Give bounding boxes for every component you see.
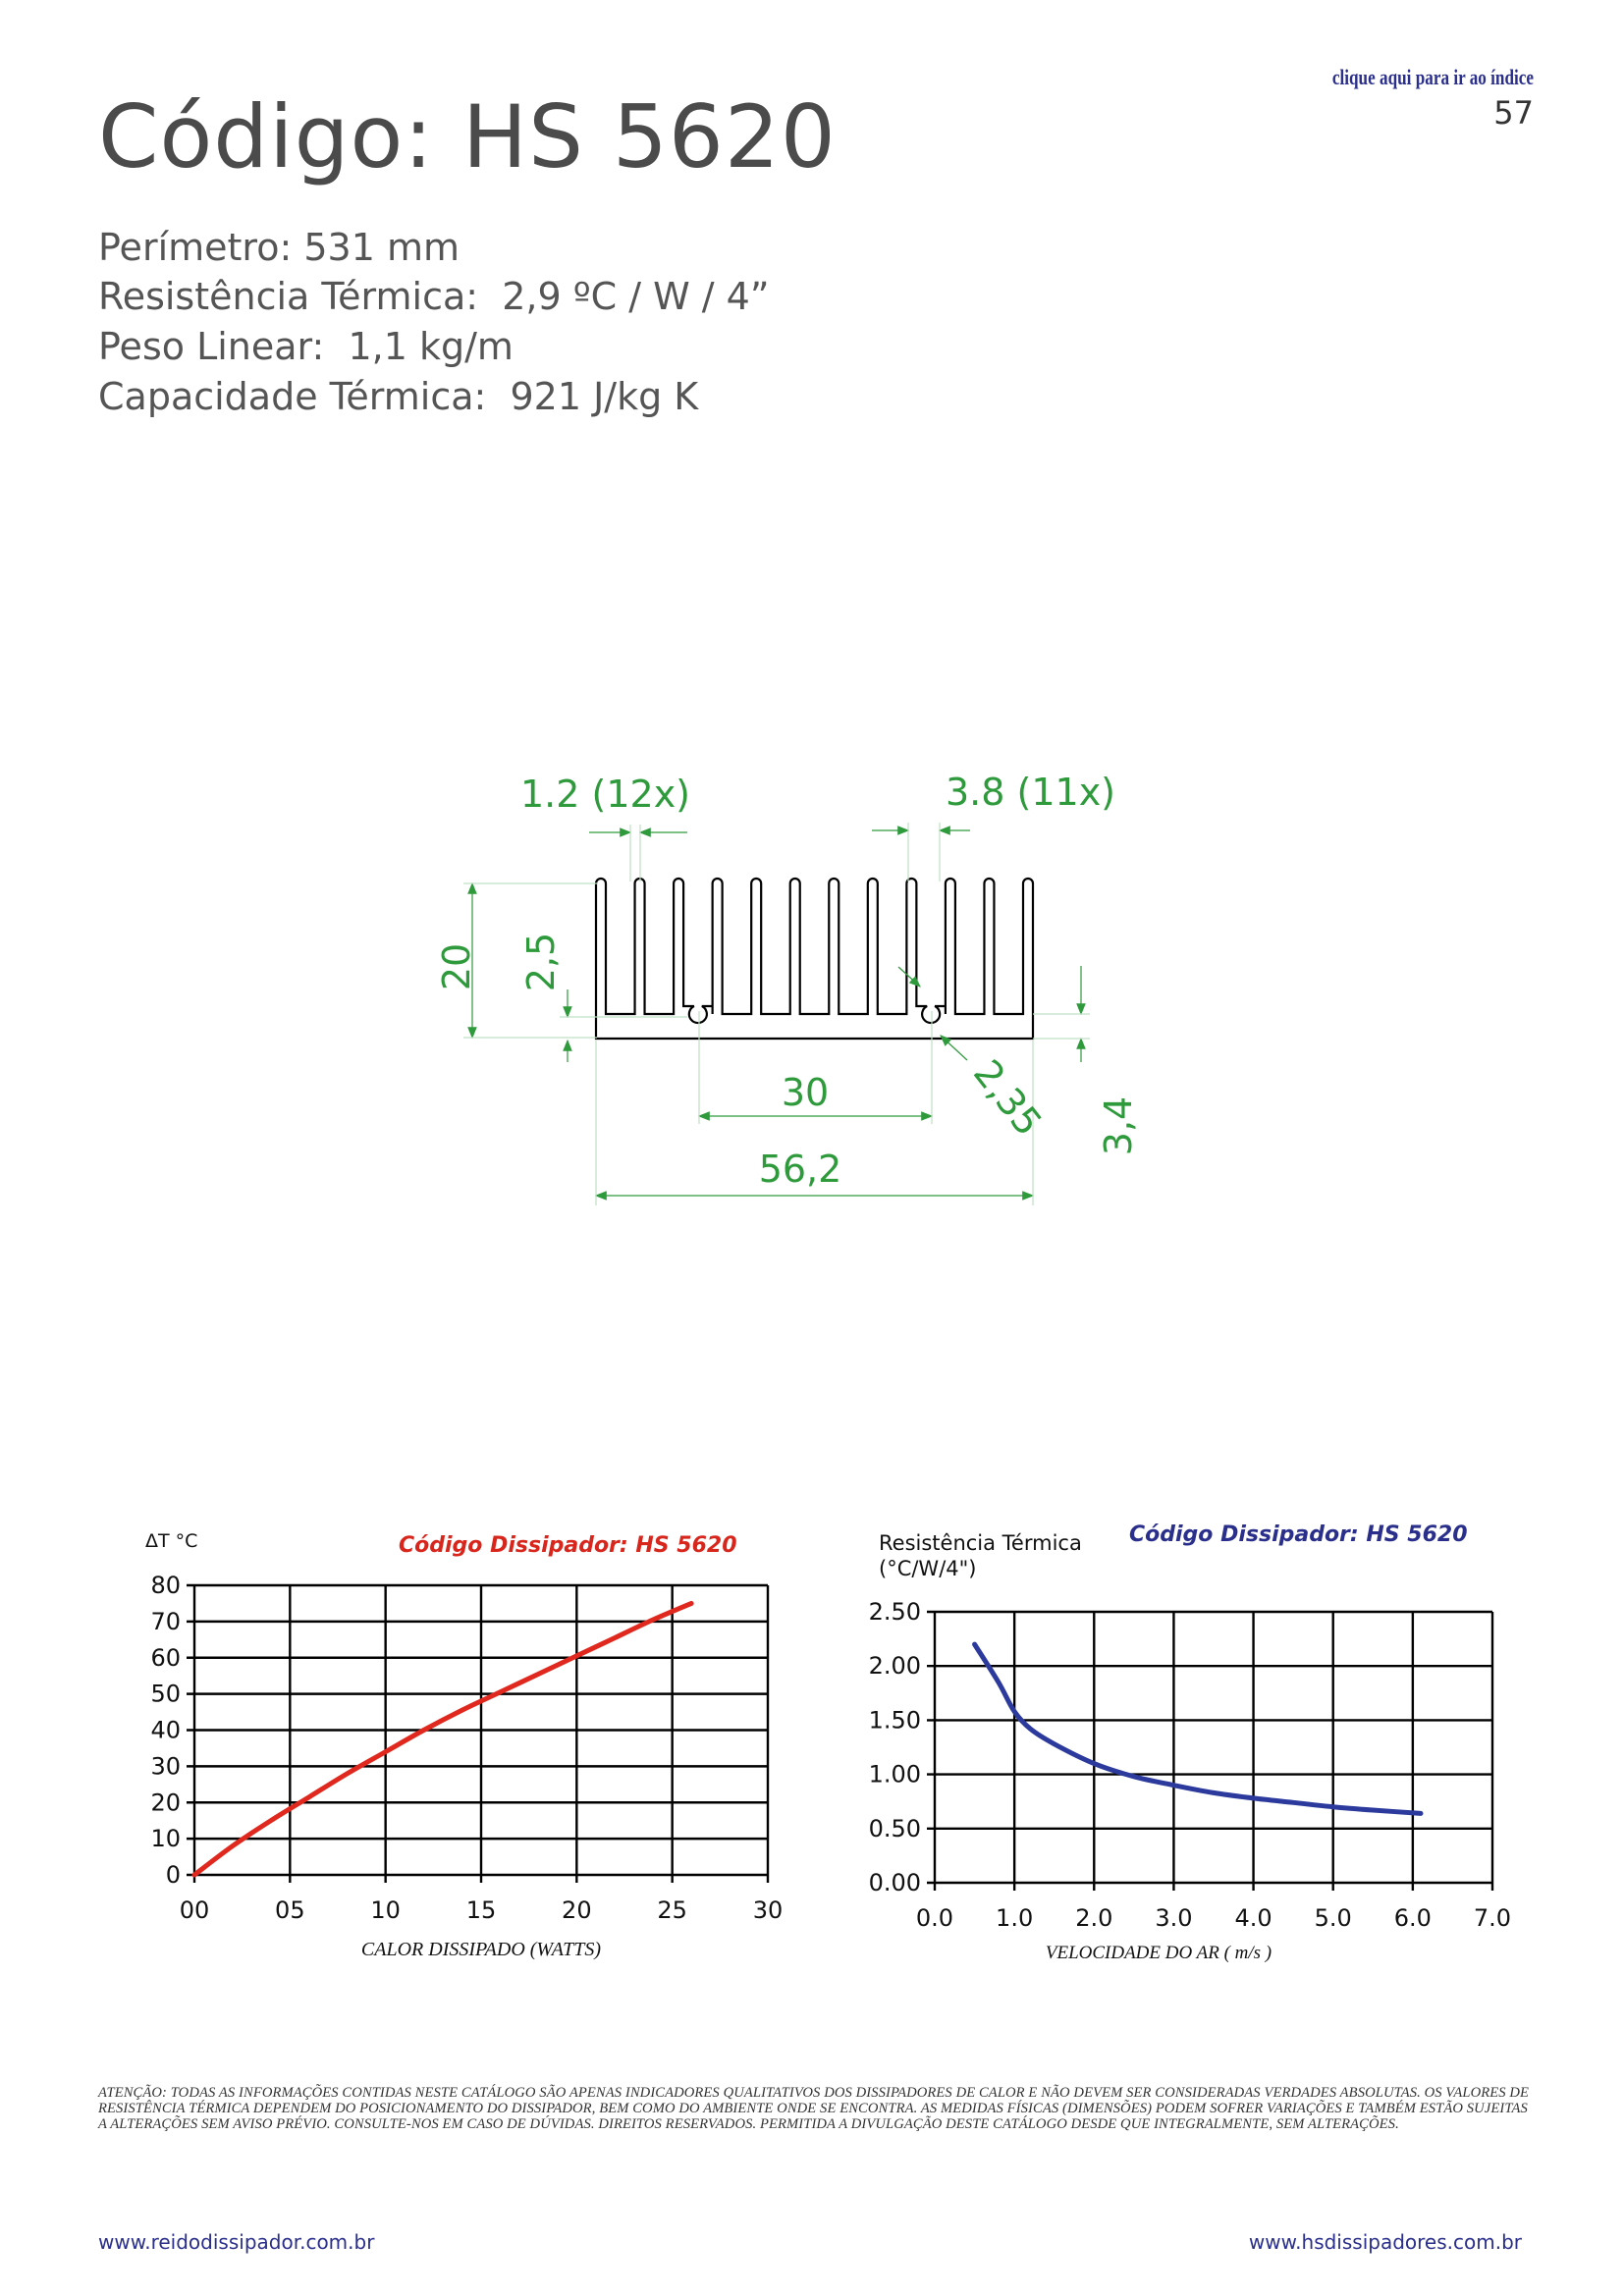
- y-tick-label: 1.50: [869, 1706, 921, 1734]
- y-tick-label: 10: [150, 1825, 181, 1852]
- x-tick-label: 25: [657, 1896, 687, 1924]
- chart1-xlabel: VELOCIDADE DO AR ( m/s ): [1046, 1943, 1272, 1963]
- x-tick-label: 15: [466, 1896, 497, 1924]
- y-tick-label: 80: [150, 1572, 181, 1599]
- dim-width: 56,2: [759, 1148, 842, 1191]
- dim-fin-thickness: 1.2 (12x): [520, 773, 690, 816]
- chart-resistance-vs-airflow: Resistência Térmica (°C/W/4") Código Diss…: [869, 1522, 1512, 1963]
- page-title: Código: HS 5620: [98, 86, 837, 187]
- page-number: 57: [1493, 94, 1534, 132]
- y-tick-label: 0.00: [869, 1869, 921, 1896]
- dim-groove-spacing: 30: [782, 1071, 829, 1114]
- dim-height: 20: [435, 943, 478, 990]
- y-tick-label: 1.00: [869, 1761, 921, 1789]
- y-tick-label: 0.50: [869, 1815, 921, 1842]
- x-tick-label: 10: [370, 1896, 401, 1924]
- x-tick-label: 00: [180, 1896, 210, 1924]
- x-tick-label: 7.0: [1474, 1904, 1511, 1932]
- dim-groove-height: 2,5: [519, 933, 563, 991]
- y-tick-label: 30: [150, 1752, 181, 1780]
- footer-link-reidodissipador[interactable]: www.reidodissipador.com.br: [98, 2230, 375, 2254]
- x-tick-label: 4.0: [1234, 1904, 1272, 1932]
- x-tick-label: 5.0: [1315, 1904, 1352, 1932]
- x-tick-label: 0.0: [916, 1904, 953, 1932]
- series-line: [191, 1600, 694, 1878]
- x-tick-label: 3.0: [1155, 1904, 1192, 1932]
- x-tick-label: 05: [275, 1896, 305, 1924]
- disclaimer: Atenção: Todas as informações contidas n…: [98, 2085, 1530, 2132]
- index-link[interactable]: clique aqui para ir ao índice: [1331, 65, 1534, 89]
- y-tick-label: 50: [150, 1681, 181, 1708]
- y-tick-label: 60: [150, 1644, 181, 1672]
- chart-temperature-vs-heat: ΔT °C Código Dissipador: HS 5620 CALOR D…: [145, 1530, 783, 1960]
- chart0-xlabel: CALOR DISSIPADO (WATTS): [361, 1939, 601, 1960]
- dim-groove-diameter: 2,35: [965, 1051, 1051, 1144]
- chart0-ylabel: ΔT °C: [145, 1530, 197, 1552]
- x-tick-label: 20: [562, 1896, 592, 1924]
- dim-fin-gap: 3.8 (11x): [946, 771, 1115, 814]
- chart1-ylabel: Resistência Térmica (°C/W/4"): [879, 1531, 1082, 1580]
- chart0-title: Código Dissipador: HS 5620: [399, 1533, 737, 1558]
- x-tick-label: 2.0: [1075, 1904, 1112, 1932]
- series-line: [972, 1641, 1424, 1816]
- dimension-lines: [463, 823, 1090, 1205]
- heatsink-profile: [594, 877, 1035, 1041]
- y-tick-label: 40: [150, 1717, 181, 1744]
- y-tick-label: 2.50: [869, 1598, 921, 1626]
- spec-thermal-capacity: Capacidade Térmica: 921 J/kg K: [98, 375, 699, 418]
- x-tick-label: 30: [753, 1896, 784, 1924]
- y-tick-label: 0: [166, 1861, 181, 1889]
- profile-drawing: 1.2 (12x) 3.8 (11x) 30 56,2 20 2,5 3,4 2…: [435, 771, 1140, 1205]
- x-tick-label: 6.0: [1394, 1904, 1432, 1932]
- spec-linear-weight: Peso Linear: 1,1 kg/m: [98, 325, 514, 368]
- dim-base-thickness: 3,4: [1097, 1096, 1140, 1155]
- spec-thermal-resistance: Resistência Térmica: 2,9 ºC / W / 4”: [98, 275, 770, 318]
- performance-charts: ΔT °C Código Dissipador: HS 5620 CALOR D…: [145, 1522, 1512, 1963]
- footer-link-hsdissipadores[interactable]: www.hsdissipadores.com.br: [1248, 2230, 1522, 2254]
- y-tick-label: 20: [150, 1789, 181, 1816]
- chart1-title: Código Dissipador: HS 5620: [1129, 1522, 1468, 1547]
- y-tick-label: 2.00: [869, 1652, 921, 1680]
- y-tick-label: 70: [150, 1608, 181, 1635]
- x-tick-label: 1.0: [996, 1904, 1033, 1932]
- spec-perimeter: Perímetro: 531 mm: [98, 226, 460, 269]
